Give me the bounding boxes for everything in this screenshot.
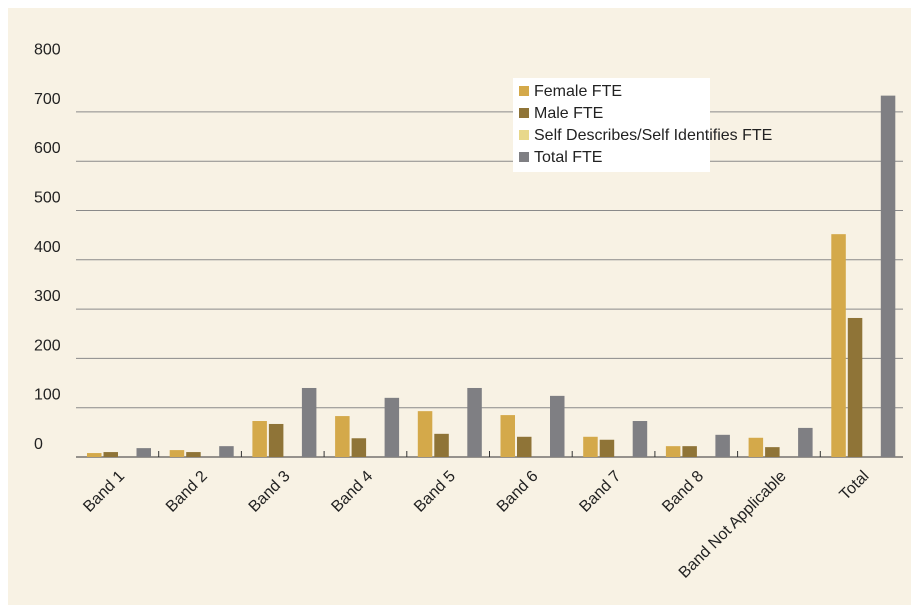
bar [847, 317, 863, 457]
y-tick-label: 700 [34, 91, 61, 108]
bar [186, 452, 201, 457]
bar [632, 421, 648, 457]
bar [103, 452, 118, 457]
bar [831, 234, 846, 457]
legend-swatch [519, 152, 529, 162]
legend-label: Self Describes/Self Identifies FTE [534, 127, 772, 144]
y-tick-label: 300 [34, 288, 61, 305]
bar [434, 433, 449, 457]
bar [136, 448, 151, 457]
legend-swatch [519, 130, 529, 140]
bar [715, 434, 730, 457]
bar [252, 421, 267, 457]
bar [748, 437, 764, 457]
bar [798, 427, 813, 457]
bar [583, 436, 598, 457]
legend-box [513, 78, 710, 172]
y-tick-label: 800 [34, 42, 61, 59]
background [8, 8, 911, 605]
bar [665, 446, 681, 457]
y-tick-label: 100 [34, 387, 61, 404]
y-tick-label: 400 [34, 239, 61, 256]
legend-swatch [519, 86, 529, 96]
y-tick-label: 0 [34, 436, 43, 453]
bar [351, 438, 367, 457]
bar [169, 450, 185, 457]
bar [87, 453, 102, 457]
legend-swatch [519, 108, 529, 118]
bar [550, 395, 565, 457]
bar [765, 447, 780, 457]
bar [599, 439, 615, 457]
bar [301, 387, 317, 457]
y-tick-label: 500 [34, 190, 61, 207]
legend-label: Total FTE [534, 149, 602, 166]
legend: Female FTE Male FTE Self Describes/Self Id… [513, 78, 772, 172]
bar [517, 436, 532, 457]
bar [335, 416, 350, 457]
bar [880, 95, 896, 458]
bar [417, 411, 433, 457]
y-tick-label: 600 [34, 140, 61, 157]
legend-label: Female FTE [534, 83, 622, 100]
bar [682, 446, 697, 457]
bar [384, 397, 400, 457]
bar [268, 423, 284, 457]
bar [500, 415, 515, 457]
bar [467, 387, 482, 457]
bar [219, 446, 234, 457]
legend-label: Male FTE [534, 105, 603, 122]
y-tick-label: 200 [34, 337, 61, 354]
